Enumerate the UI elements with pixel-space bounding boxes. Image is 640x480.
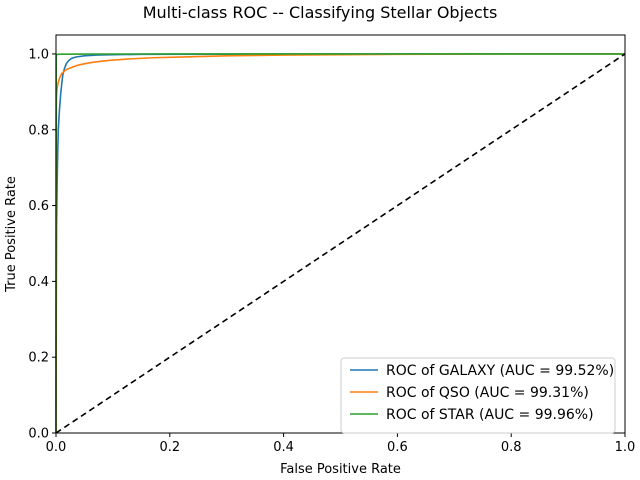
y-tick-label: 0.4: [28, 275, 49, 290]
legend-label-2: ROC of STAR (AUC = 99.96%): [386, 407, 594, 423]
chart-title: Multi-class ROC -- Classifying Stellar O…: [143, 3, 498, 22]
x-tick-label: 0.2: [159, 440, 180, 455]
x-tick-label: 0.0: [46, 440, 67, 455]
legend-label-0: ROC of GALAXY (AUC = 99.52%): [386, 363, 614, 379]
x-tick-label: 0.6: [387, 440, 408, 455]
x-axis-label: False Positive Rate: [280, 462, 401, 477]
y-tick-label: 0.8: [28, 123, 49, 138]
series-line-1: [55, 53, 625, 434]
y-tick-label: 0.0: [28, 427, 49, 442]
plot-frame: [55, 34, 626, 434]
legend-label-1: ROC of QSO (AUC = 99.31%): [386, 385, 589, 401]
x-tick-label: 1.0: [615, 440, 636, 455]
reference-diagonal-line: [55, 53, 626, 434]
y-tick-label: 0.6: [28, 199, 49, 214]
legend-box: [340, 357, 616, 434]
y-tick-label: 0.2: [28, 351, 49, 366]
legend: ROC of GALAXY (AUC = 99.52%) ROC of QSO (…: [340, 357, 616, 434]
y-axis-ticks: 0.0 0.2 0.4 0.6 0.8 1.0: [28, 47, 56, 442]
y-tick-label: 1.0: [28, 47, 49, 62]
x-tick-label: 0.4: [273, 440, 294, 455]
y-axis-label: True Positive Rate: [4, 176, 19, 293]
x-tick-label: 0.8: [501, 440, 522, 455]
x-axis-ticks: 0.0 0.2 0.4 0.6 0.8 1.0: [46, 433, 636, 455]
